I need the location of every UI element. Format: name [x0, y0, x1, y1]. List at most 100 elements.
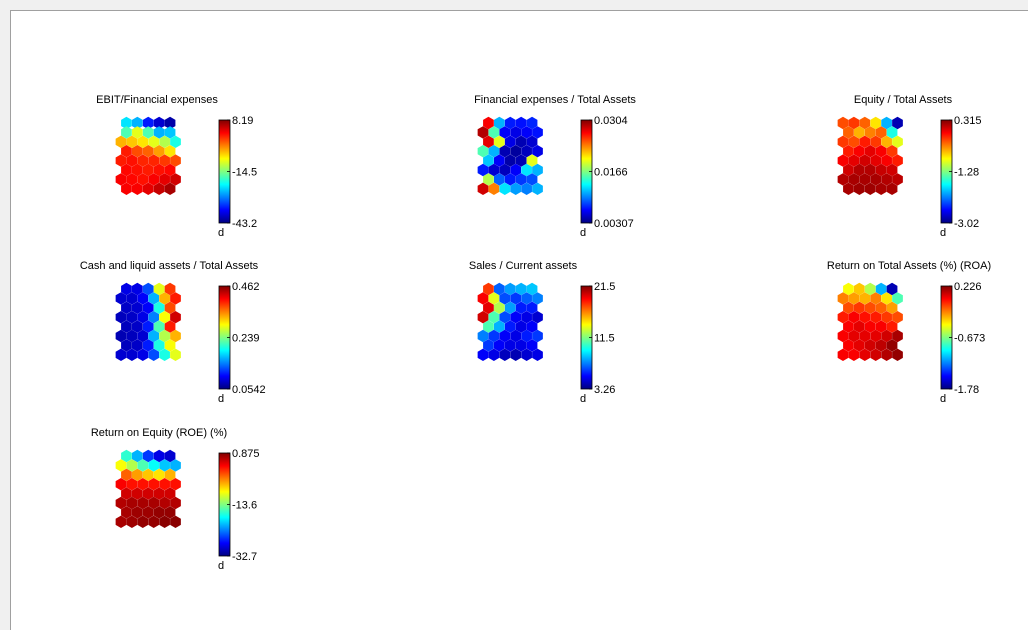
som-hex-cell: [532, 126, 543, 139]
som-hex-cell: [159, 478, 170, 491]
som-hex-cell: [864, 320, 876, 333]
figure-canvas: EBIT/Financial expenses 8.19 -14.5 -43.2 d F…: [10, 10, 1028, 630]
som-hex-cell: [859, 292, 871, 305]
som-hex-cell: [515, 154, 527, 167]
colorbar-unit-label: d: [580, 393, 586, 405]
colorbar-unit-label: d: [940, 227, 946, 239]
som-hex-cell: [870, 292, 882, 305]
som-hex-cell: [477, 163, 489, 177]
som-hex-cell: [170, 459, 181, 472]
som-hex-cell: [153, 145, 165, 158]
som-hex-cell: [148, 329, 160, 343]
som-hex-cell: [875, 339, 887, 352]
som-hex-cell: [137, 292, 149, 305]
panel-cash-liquid-assets-total-assets: Cash and liquid assets / Total Assets 0.4…: [80, 260, 409, 410]
som-hex-cell: [886, 282, 898, 296]
som-hex-cell: [159, 292, 170, 305]
som-hex-cell: [510, 311, 522, 324]
som-hex-cell: [504, 301, 516, 314]
som-hex-cell: [170, 478, 181, 491]
som-hex-cell: [499, 311, 511, 324]
som-hex-cell: [493, 301, 505, 314]
som-hex-cell: [504, 173, 516, 186]
som-hex-cell: [526, 154, 538, 167]
som-hex-cell: [853, 320, 865, 333]
som-hex-cell: [126, 515, 138, 528]
som-hex-cell: [521, 163, 532, 177]
som-hex-cell: [870, 173, 882, 186]
som-hex-cell: [493, 282, 505, 296]
som-hex-cell: [843, 126, 854, 139]
som-hex-cell: [153, 282, 165, 296]
som-hex-cell: [864, 339, 876, 352]
colorbar-tick-label-mid: -1.28: [954, 167, 979, 179]
som-hex-cell: [848, 311, 860, 324]
som-hex-cell: [532, 348, 543, 361]
som-hex-cell: [875, 163, 887, 177]
som-hex-cell: [853, 126, 865, 139]
som-hex-cell: [499, 348, 511, 361]
som-hex-cell: [892, 329, 903, 343]
som-hex-cell: [121, 145, 132, 158]
som-hex-cell: [859, 329, 871, 343]
som-hex-cell: [875, 282, 887, 296]
som-hex-cell: [843, 163, 854, 177]
som-hex-cell: [126, 292, 138, 305]
som-hex-cell: [521, 348, 532, 361]
som-hex-cell: [870, 154, 882, 167]
som-hex-cell: [115, 348, 127, 361]
som-plane-svg: 0.462 0.239 0.0542 d: [115, 281, 266, 405]
panel-sales-current-assets: Sales / Current assets 21.5 11.5 3.26 d: [469, 260, 771, 410]
som-hex-cell: [137, 173, 149, 186]
som-hex-cell: [499, 126, 511, 139]
som-hex-cell: [164, 487, 176, 500]
som-hex-cell: [493, 320, 505, 333]
som-hex-cell: [164, 282, 176, 296]
som-hex-cell: [159, 329, 170, 343]
colorbar-tick-label-mid: -14.5: [232, 167, 257, 179]
som-hex-cell: [131, 487, 143, 500]
som-hex-cell: [131, 468, 143, 481]
som-hex-cell: [515, 339, 527, 352]
som-hex-cell: [148, 292, 160, 305]
colorbar-tick-label-mid: 0.239: [232, 333, 260, 345]
som-hex-cell: [131, 282, 143, 296]
colorbar-tick-label-mid: 11.5: [594, 333, 615, 345]
som-hex-cell: [870, 329, 882, 343]
som-hex-cell: [137, 348, 149, 361]
som-hex-cell: [131, 301, 143, 314]
som-hex-cell: [126, 135, 138, 148]
som-hex-cell: [848, 135, 860, 148]
som-hex-cell: [131, 449, 143, 463]
som-hex-cell: [121, 506, 132, 519]
som-hex-cell: [121, 126, 132, 139]
som-hex-cell: [499, 329, 511, 343]
som-hex-cell: [131, 182, 143, 195]
som-hex-cell: [115, 478, 127, 491]
som-hex-cell: [875, 301, 887, 314]
som-hex-cell: [515, 320, 527, 333]
som-hex-cell: [526, 339, 538, 352]
som-hex-cell: [881, 311, 892, 324]
colorbar-tick-label-min: -43.2: [232, 218, 257, 230]
som-hex-cell: [121, 320, 132, 333]
som-hex-cell: [853, 145, 865, 158]
som-hex-cell: [848, 173, 860, 186]
som-hex-cell: [164, 301, 176, 314]
som-hex-cell: [483, 282, 494, 296]
som-hex-cell: [121, 487, 132, 500]
som-hex-cell: [892, 311, 903, 324]
som-hex-cell: [164, 126, 176, 139]
som-hex-cell: [504, 339, 516, 352]
som-hex-cell: [164, 468, 176, 481]
som-hex-cell: [499, 163, 511, 177]
som-hex-cell: [153, 449, 165, 463]
colorbar-tick-label-min: -1.78: [954, 384, 979, 396]
som-hex-cell: [142, 163, 154, 177]
som-hex-cell: [115, 292, 127, 305]
som-hex-cell: [170, 348, 181, 361]
som-hex-cell: [859, 116, 871, 130]
colorbar-tick-label-max: 0.315: [954, 115, 982, 127]
colorbar-tick-label-min: 0.00307: [594, 218, 634, 230]
som-hex-cell: [170, 154, 181, 167]
